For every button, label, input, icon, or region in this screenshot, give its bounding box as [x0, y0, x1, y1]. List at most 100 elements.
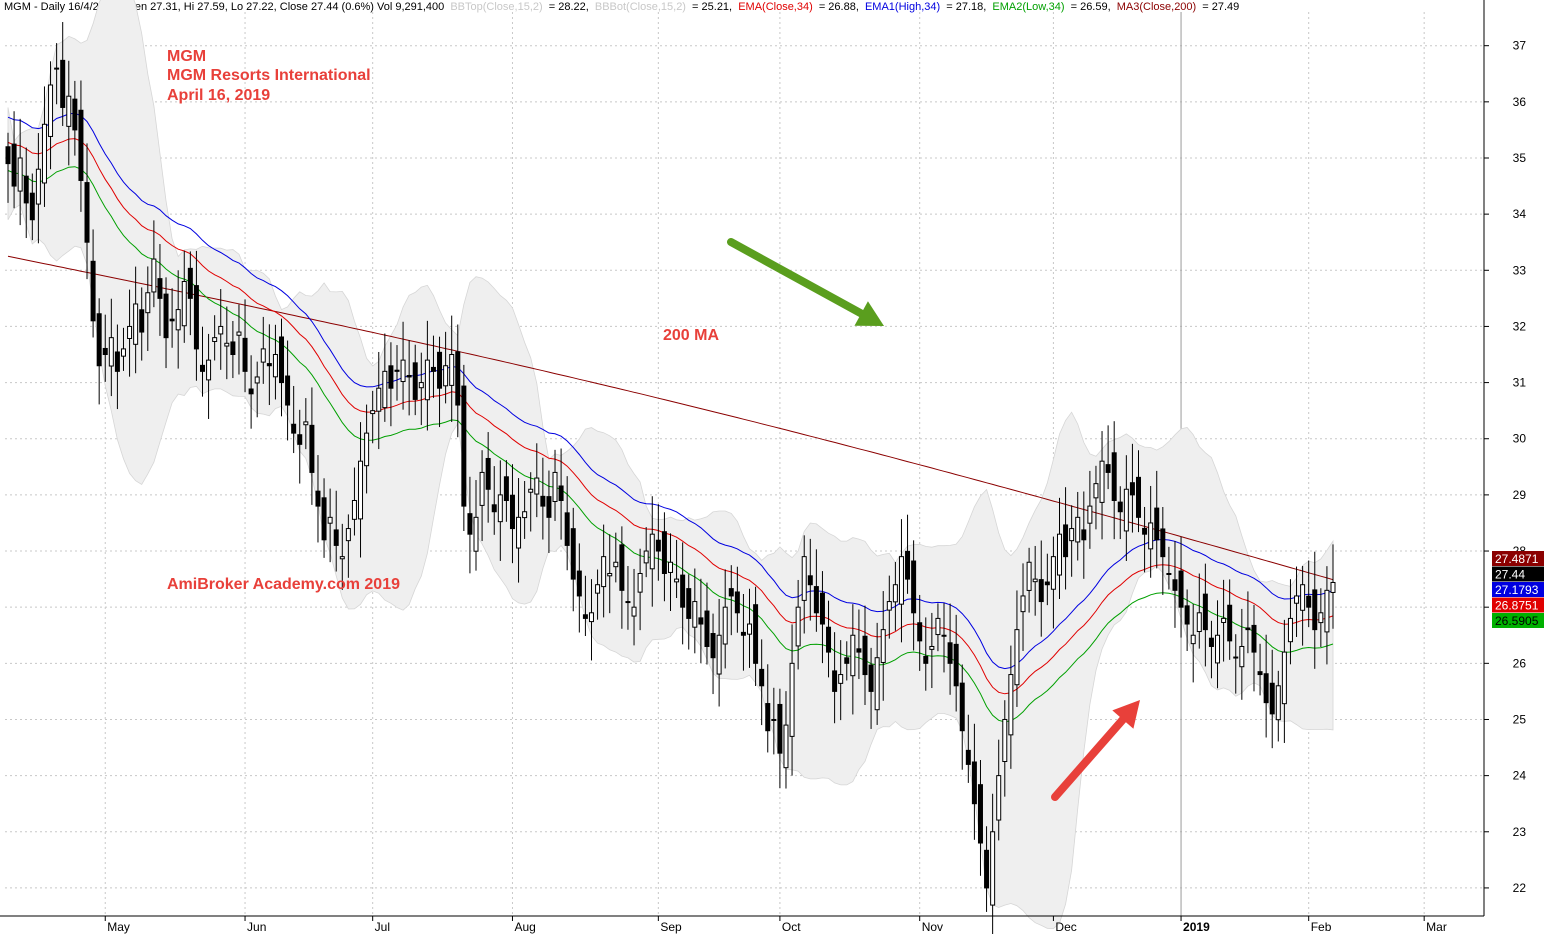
candle-body — [1245, 627, 1251, 631]
candle-body — [1330, 581, 1336, 593]
candle-body — [1154, 507, 1160, 541]
ema1-line — [7, 112, 1334, 670]
candle-body — [382, 370, 388, 409]
candle-body — [1318, 612, 1324, 624]
candle-body — [212, 337, 218, 342]
candle-body — [41, 123, 47, 184]
price-badge-label: 27.1793 — [1495, 583, 1539, 597]
candle-body — [1117, 501, 1123, 513]
candle-body — [996, 775, 1002, 821]
red-arrow-head — [1112, 700, 1140, 729]
ema-label: EMA(Close,34) — [738, 1, 813, 13]
price-badge — [1492, 551, 1544, 566]
candle-body — [570, 528, 576, 580]
candle-body — [1208, 637, 1214, 647]
ma200-line — [7, 255, 1334, 581]
price-badge-label: 27.44 — [1495, 568, 1525, 582]
candle-body — [844, 657, 850, 664]
y-tick-label: 37 — [1513, 39, 1527, 53]
candle-body — [370, 410, 376, 415]
candle-body — [704, 610, 710, 647]
candle-body — [418, 382, 424, 389]
candle-body — [187, 267, 193, 299]
candle-body — [23, 175, 29, 204]
candle-body — [698, 617, 704, 625]
candle-body — [637, 572, 643, 593]
candle-body — [1002, 718, 1008, 763]
price-badge-label: 27.4871 — [1495, 552, 1539, 566]
candle-body — [139, 309, 145, 333]
candle-body — [285, 375, 291, 406]
candle-body — [327, 516, 333, 524]
candle-body — [516, 516, 522, 549]
candle-body — [953, 643, 959, 687]
price-badge-label: 26.8751 — [1495, 599, 1539, 613]
candle-body — [1257, 671, 1263, 676]
candle-body — [1166, 572, 1172, 575]
candle-body — [351, 499, 357, 520]
candle-body — [1020, 595, 1026, 613]
x-tick-label: Aug — [514, 920, 535, 934]
ticker-label: MGM — [167, 48, 207, 65]
candle-body — [345, 528, 351, 542]
candle-body — [747, 623, 753, 635]
candle-body — [291, 423, 297, 434]
candle-body — [108, 337, 114, 367]
candle-body — [1178, 570, 1184, 608]
candle-body — [479, 471, 485, 506]
candle-body — [1014, 629, 1020, 686]
candle-body — [1202, 593, 1208, 631]
candle-body — [1190, 634, 1196, 645]
candle-body — [601, 556, 607, 588]
candle-body — [734, 591, 740, 614]
candle-body — [1087, 505, 1093, 524]
candle-body — [230, 341, 236, 356]
company-label: MGM Resorts International — [167, 67, 371, 84]
candle-body — [90, 260, 96, 322]
candle-body — [17, 157, 23, 192]
x-tick-label: Feb — [1311, 920, 1332, 934]
candle-body — [990, 831, 996, 906]
candle-body — [503, 476, 509, 501]
candle-body — [898, 556, 904, 605]
candle-body — [874, 657, 880, 711]
candle-body — [175, 309, 181, 331]
candle-body — [279, 336, 285, 384]
price-badge — [1492, 566, 1544, 582]
candle-body — [29, 192, 35, 221]
candle-body — [1160, 528, 1166, 558]
candlesticks — [5, 22, 1336, 934]
y-tick-label: 32 — [1513, 319, 1527, 333]
candle-body — [1239, 645, 1245, 668]
green-arrow — [727, 238, 866, 318]
candle-body — [339, 556, 345, 560]
candle-body — [1093, 483, 1099, 499]
y-tick-label: 26 — [1513, 656, 1527, 670]
candle-body — [1263, 673, 1269, 704]
candle-body — [582, 614, 588, 619]
candle-body — [728, 588, 734, 597]
y-tick-label: 36 — [1513, 95, 1527, 109]
candle-body — [485, 457, 491, 490]
candle-body — [1105, 464, 1111, 473]
candle-body — [437, 351, 443, 389]
candle-body — [528, 488, 534, 493]
candle-body — [443, 365, 449, 387]
candle-body — [1050, 556, 1056, 590]
candle-body — [838, 674, 844, 684]
candle-body — [631, 606, 637, 617]
bbbot-label: BBBot(Close,15,2) — [594, 1, 686, 13]
ma200-label: 200 MA — [663, 327, 720, 344]
candle-body — [911, 560, 917, 614]
candle-body — [765, 703, 771, 732]
bbbot-value: = 25.21, — [692, 1, 733, 13]
candle-body — [96, 313, 102, 367]
candle-body — [48, 84, 54, 137]
candle-body — [388, 365, 394, 389]
ma3-value: = 27.49 — [1202, 1, 1240, 13]
candle-body — [674, 578, 680, 583]
candle-body — [1026, 561, 1032, 591]
candle-body — [321, 497, 327, 541]
